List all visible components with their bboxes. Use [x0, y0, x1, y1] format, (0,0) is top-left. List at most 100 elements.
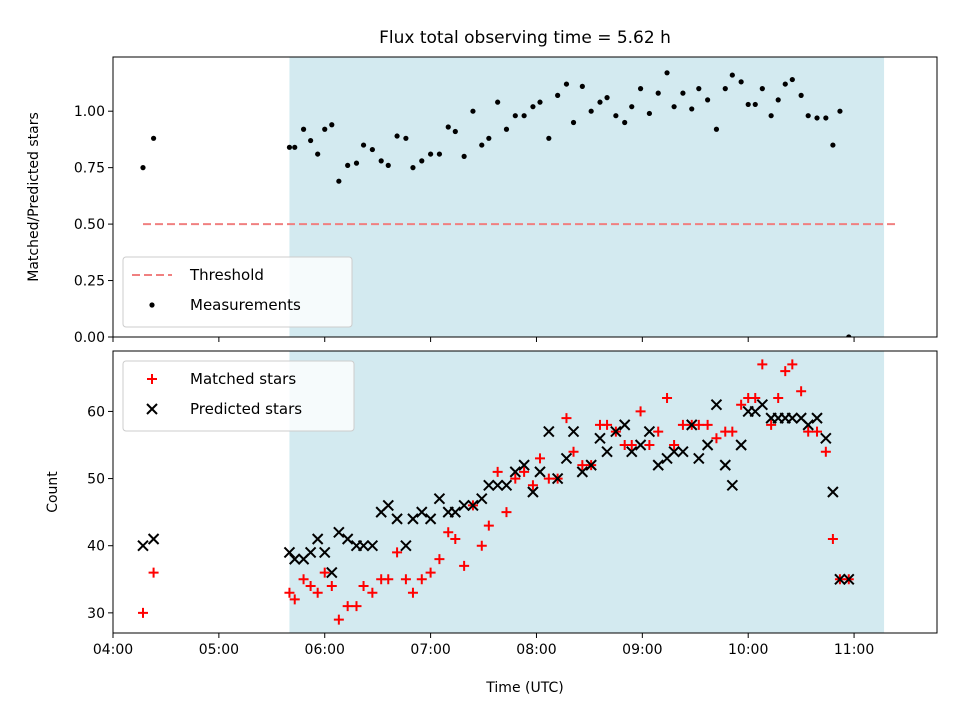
measurement-point: [369, 146, 375, 153]
matched-stars-point: [289, 594, 300, 605]
measurement-point: [410, 165, 416, 171]
matched-stars-point: [148, 567, 159, 578]
matched-stars-point: [653, 426, 664, 437]
matched-stars-point: [319, 567, 330, 578]
legend-predicted-swatch: [146, 403, 158, 415]
matched-stars-point: [416, 574, 427, 585]
matched-stars-point: [137, 607, 148, 618]
measurement-point: [696, 86, 702, 92]
matched-stars-point: [534, 453, 545, 464]
measurement-point: [300, 126, 307, 132]
measurement-point: [436, 151, 443, 157]
observing-span: [289, 351, 885, 633]
matched-stars-point: [635, 406, 646, 417]
predicted-stars-point: [719, 459, 731, 471]
measurement-point: [782, 81, 788, 87]
measurement-point: [646, 110, 652, 117]
matched-stars-point: [568, 446, 579, 457]
measurement-point: [805, 113, 811, 119]
predicted-stars-point: [416, 506, 428, 518]
predicted-stars-point: [424, 513, 437, 525]
predicted-stars-point: [391, 513, 403, 525]
predicted-stars-point: [341, 533, 354, 545]
matched-stars-point: [476, 540, 487, 551]
measurement-point: [745, 101, 751, 108]
y-tick-label: 30: [87, 606, 105, 622]
matched-stars-point: [693, 419, 704, 430]
matched-stars-point: [787, 359, 798, 370]
measurement-point: [360, 142, 367, 148]
top-panel: 0.00 0.25 0.50 0.75 1.00 Matched/Predicted st…: [26, 56, 938, 346]
legend-label: Matched stars: [190, 370, 296, 388]
predicted-stars-point: [289, 553, 301, 565]
measurement-point: [470, 108, 476, 114]
matched-stars-point: [796, 386, 807, 397]
matched-stars-point: [527, 480, 538, 491]
x-tick-label: 06:00: [305, 642, 345, 658]
matched-stars-point: [803, 426, 814, 437]
measurement-point: [378, 158, 384, 164]
matched-stars-point: [561, 413, 572, 424]
predicted-stars-point: [458, 499, 470, 512]
measurement-point: [579, 83, 585, 89]
predicted-stars-point: [820, 432, 832, 444]
legend-box: [122, 360, 355, 432]
matched-stars-point: [501, 507, 512, 518]
matched-stars-point: [326, 581, 337, 591]
matched-stars-point: [644, 440, 655, 450]
predicted-stars-point: [527, 486, 539, 498]
measurement-point: [428, 151, 434, 157]
measurement-point: [775, 97, 781, 103]
matched-stars-point: [351, 601, 362, 612]
matched-stars-point: [766, 419, 777, 430]
predicted-stars-point: [811, 412, 823, 424]
predicted-stars-point: [677, 446, 689, 458]
matched-stars-point: [727, 426, 738, 437]
x-tick-label: 05:00: [199, 642, 239, 658]
predicted-stars-point: [601, 446, 613, 458]
series-measurements: [140, 70, 852, 337]
predicted-stars-point: [560, 452, 573, 465]
predicted-stars-point: [543, 425, 555, 438]
predicted-stars-point: [433, 493, 446, 505]
predicted-stars-point: [693, 452, 705, 465]
predicted-stars-point: [366, 540, 379, 552]
legend-label: Predicted stars: [190, 400, 302, 418]
y-tick-label: 50: [87, 472, 105, 488]
matched-stars-point: [827, 534, 838, 544]
measurement-point: [846, 334, 852, 337]
predicted-stars-point: [652, 459, 664, 471]
y-tick-label: 0.25: [74, 274, 105, 290]
predicted-stars-point: [610, 425, 622, 438]
y-tick-label: 0.50: [74, 217, 105, 233]
measurement-point: [671, 104, 677, 110]
predicted-stars-point: [668, 446, 680, 458]
matched-stars-point: [459, 560, 470, 571]
legend-box: [122, 256, 353, 328]
legend-label: Threshold: [189, 266, 264, 284]
matched-stars-point: [750, 393, 761, 403]
axes-frame: [112, 350, 938, 634]
predicted-stars-point: [357, 540, 370, 552]
x-tick-label: 10:00: [728, 642, 768, 658]
measurement-point: [637, 86, 644, 92]
measurement-point: [322, 126, 328, 132]
measurement-point: [664, 70, 670, 76]
matched-stars-point: [492, 466, 503, 477]
x-tick-label: 09:00: [622, 642, 662, 658]
observing-span: [289, 57, 885, 337]
predicted-stars-point: [594, 432, 606, 444]
measurement-point: [315, 151, 321, 157]
predicted-stars-point: [333, 526, 345, 538]
matched-stars-point: [736, 399, 747, 410]
measurement-point: [622, 119, 628, 126]
measurement-point: [789, 76, 795, 83]
measurement-point: [495, 99, 501, 105]
measurement-point: [150, 135, 157, 141]
matched-stars-point: [626, 440, 637, 450]
measurement-point: [689, 106, 695, 112]
y-axis-label: Matched/Predicted stars: [26, 112, 42, 282]
measurement-point: [394, 133, 400, 139]
y-tick-label: 40: [87, 539, 105, 555]
